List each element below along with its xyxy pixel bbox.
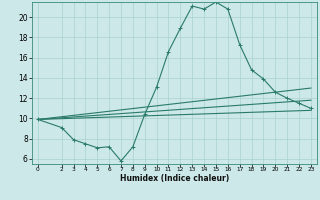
X-axis label: Humidex (Indice chaleur): Humidex (Indice chaleur) [120, 174, 229, 183]
